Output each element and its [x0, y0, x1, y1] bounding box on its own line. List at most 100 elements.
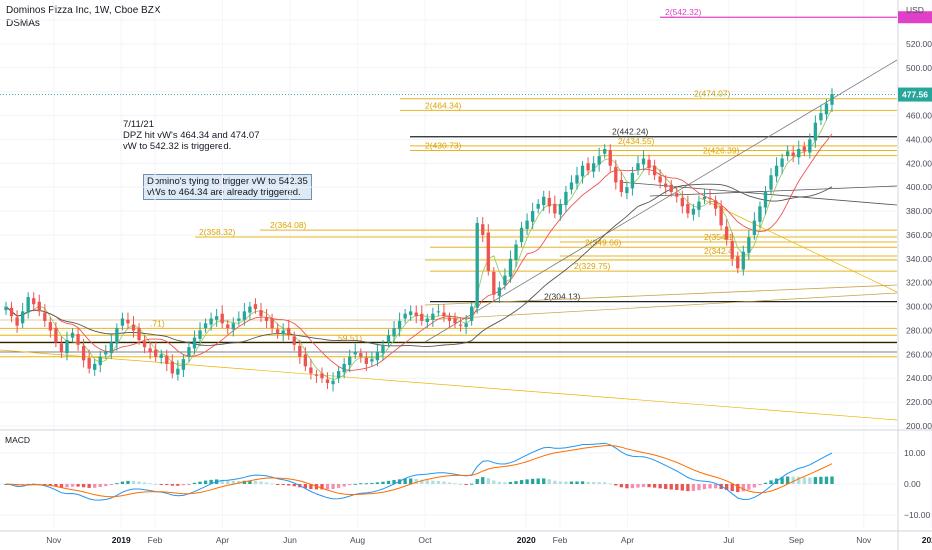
signal-line — [5, 444, 833, 498]
macd-histogram-bar — [59, 484, 64, 488]
macd-histogram-bar — [348, 484, 352, 486]
y-tick-label: 420.00 — [906, 158, 932, 168]
macd-histogram-bar — [664, 484, 668, 489]
level-label: 2(304.13) — [544, 292, 581, 302]
candle — [431, 313, 435, 320]
candle — [353, 351, 357, 355]
trend-line — [619, 181, 898, 206]
macd-histogram-bar — [586, 481, 590, 484]
macd-histogram-bar — [137, 481, 141, 484]
candle — [76, 334, 80, 345]
macd-histogram-bar — [154, 483, 158, 485]
candle — [625, 187, 629, 194]
level-label: 2(430.73) — [425, 140, 462, 150]
level-label: .71) — [150, 318, 165, 328]
macd-histogram-bar — [320, 484, 324, 490]
candle — [392, 328, 396, 337]
candle — [48, 322, 53, 331]
candle — [93, 363, 97, 370]
candle — [652, 165, 657, 176]
candle — [165, 355, 169, 364]
macd-histogram-bar — [519, 480, 524, 484]
candle — [481, 224, 485, 235]
candle — [797, 148, 801, 158]
candle — [558, 203, 563, 215]
macd-histogram-bar — [292, 484, 296, 487]
macd-histogram-bar — [170, 484, 174, 486]
macd-histogram-bar — [431, 480, 435, 484]
candle — [370, 359, 374, 362]
candle — [436, 311, 441, 313]
macd-histogram-bar — [325, 484, 330, 490]
macd-panel — [4, 442, 834, 501]
target-price-tag — [898, 11, 932, 24]
macd-histogram-bar — [636, 484, 640, 488]
trend-lines — [0, 59, 898, 421]
macd-histogram-bar — [769, 480, 773, 484]
macd-histogram-bar — [713, 484, 718, 489]
macd-histogram-bar — [580, 481, 585, 484]
price-levels: 2(542.32)2(474.07)2(464.34)2(442.24)2(43… — [0, 7, 897, 358]
y-tick-label: 520.00 — [906, 39, 932, 49]
candle — [425, 318, 429, 323]
macd-histogram-bar — [370, 482, 374, 484]
macd-histogram-bar — [381, 481, 385, 484]
candle — [813, 122, 818, 141]
level-label: 2(354.1 — [704, 232, 733, 242]
candle — [359, 353, 363, 357]
candle — [580, 165, 585, 177]
candle — [281, 330, 285, 335]
macd-histogram-bar — [591, 482, 596, 484]
macd-histogram-bar — [564, 481, 568, 484]
y-tick-label: 360.00 — [906, 230, 932, 240]
candle — [292, 336, 296, 345]
macd-histogram-bar — [176, 484, 180, 486]
macd-histogram-bar — [763, 482, 768, 484]
candle — [409, 311, 413, 315]
macd-histogram-bar — [497, 481, 502, 484]
macd-histogram-bar — [70, 484, 75, 487]
candle — [508, 258, 513, 277]
y-tick-label: 260.00 — [906, 349, 932, 359]
x-tick-label: Jul — [723, 535, 734, 545]
candle — [713, 200, 718, 209]
x-tick-label: Oct — [418, 535, 432, 545]
candle — [614, 166, 618, 183]
candle — [647, 159, 651, 169]
candle — [331, 380, 335, 385]
candle — [253, 304, 258, 309]
macd-line — [5, 442, 833, 501]
candle — [287, 328, 291, 336]
candle — [43, 312, 47, 321]
macd-histogram-bar — [414, 478, 418, 484]
macd-tick-label: −10.00 — [904, 510, 931, 520]
candle — [564, 191, 568, 206]
candle — [115, 328, 119, 344]
macd-histogram-bar — [447, 482, 452, 484]
candle — [336, 371, 341, 379]
y-tick-label: 440.00 — [906, 134, 932, 144]
grid — [0, 0, 932, 528]
indicator-label[interactable]: DSMAs — [6, 18, 40, 29]
candle — [780, 158, 784, 167]
macd-histogram-bar — [81, 484, 86, 488]
level-label: 2(342.4 — [704, 246, 733, 256]
macd-histogram-bar — [336, 484, 341, 488]
x-tick-label: Jun — [283, 535, 297, 545]
candle — [591, 163, 596, 172]
level-label: 2(426.39) — [703, 146, 740, 156]
candle — [819, 113, 823, 121]
y-tick-label: 380.00 — [906, 206, 932, 216]
y-tick-label: 220.00 — [906, 397, 932, 407]
candle — [264, 317, 269, 321]
y-tick-label: 280.00 — [906, 325, 932, 335]
macd-histogram-bar — [220, 479, 224, 484]
macd-histogram-bar — [503, 482, 507, 484]
candle — [15, 317, 19, 326]
candle — [309, 367, 313, 374]
macd-histogram-bar — [758, 484, 762, 486]
candle — [320, 373, 324, 379]
macd-histogram-bar — [736, 484, 740, 493]
candle — [492, 271, 496, 295]
